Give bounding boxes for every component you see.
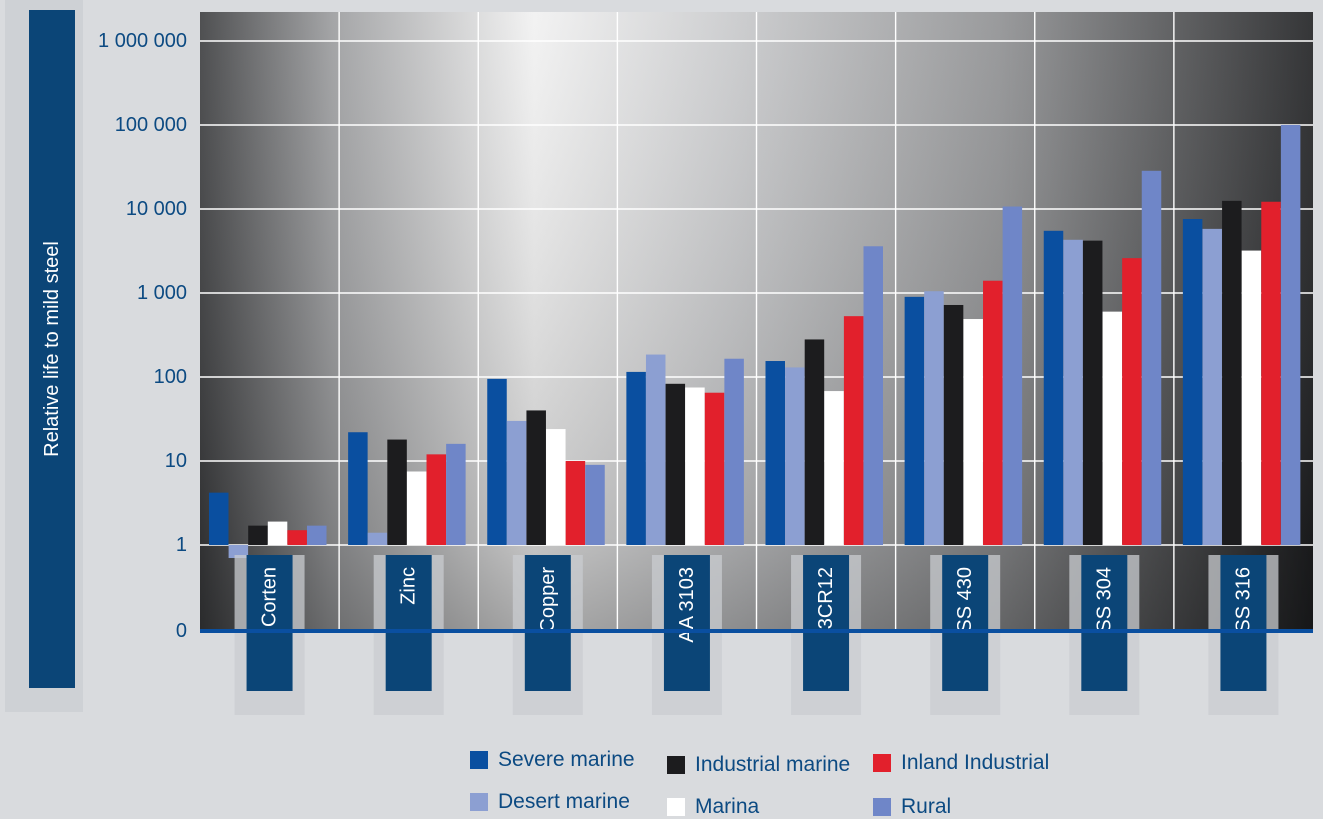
x-category-label: 3CR12	[815, 567, 837, 629]
y-tick-label: 1 000	[137, 282, 187, 304]
bar	[704, 392, 725, 545]
bar	[1102, 311, 1123, 545]
bar	[863, 246, 883, 546]
bar	[248, 525, 268, 545]
bar	[487, 378, 507, 545]
y-tick-label: 1	[176, 534, 187, 556]
bar	[724, 358, 744, 545]
legend-label: Industrial marine	[695, 753, 851, 776]
legend-item-rural: Rural	[873, 795, 951, 819]
bar	[665, 383, 686, 545]
legend-label: Rural	[901, 795, 952, 818]
legend-item-marina: Marina	[667, 795, 759, 819]
bar	[685, 387, 705, 545]
bar	[804, 339, 825, 545]
x-category-label: SS 316	[1232, 567, 1254, 633]
legend-swatch	[470, 751, 488, 769]
x-label-box	[385, 555, 432, 691]
ylabel-box	[29, 10, 75, 688]
y-tick-labels: 0 1 10 100 1 000 10 000 100 000 1 000 000	[98, 30, 187, 642]
bar	[267, 521, 288, 545]
x-category-label: Copper	[537, 567, 559, 633]
bar	[843, 316, 864, 545]
bar	[426, 454, 447, 545]
bar	[446, 443, 466, 545]
y-tick-label: 1 000 000	[98, 30, 187, 52]
legend-swatch	[873, 798, 891, 816]
bar	[963, 319, 983, 545]
x-category-label: Zinc	[398, 567, 420, 605]
x-category-labels: Corten Zinc Copper AA 3103 3CR12 SS 430 SS 304…	[234, 555, 1279, 715]
x-label-box	[246, 555, 293, 691]
y-tick-label: 10 000	[126, 198, 187, 220]
bar	[1122, 258, 1142, 545]
x-label-box	[524, 555, 571, 691]
x-label-box	[942, 555, 989, 691]
chart: Relative life to mild steel 0 1 10 100 1 000…	[5, 0, 1313, 715]
bar	[565, 461, 586, 545]
bar	[1043, 230, 1064, 545]
bar	[1222, 200, 1242, 545]
y-tick-label: 10	[165, 450, 187, 472]
x-category-label: SS 430	[954, 567, 976, 633]
bar	[824, 391, 844, 545]
legend-item-inland-industrial: Inland Industrial	[873, 751, 1049, 775]
bar	[1182, 219, 1203, 545]
legend-swatch	[667, 798, 685, 816]
bar	[626, 371, 646, 545]
legend: Severe marine Desert marine Industrial m…	[470, 745, 1070, 818]
bar	[209, 492, 229, 545]
legend-swatch	[667, 756, 685, 774]
bar	[387, 439, 407, 545]
legend-item-severe-marine: Severe marine	[470, 748, 635, 772]
bars	[209, 125, 1301, 559]
legend-label: Severe marine	[498, 748, 635, 771]
bar	[1002, 206, 1023, 545]
y-tick-label: 100 000	[115, 114, 187, 136]
x-label-box	[803, 555, 850, 691]
bar	[546, 429, 566, 545]
legend-swatch	[873, 754, 891, 772]
bar	[1141, 170, 1162, 545]
legend-label: Inland Industrial	[901, 751, 1050, 774]
y-tick-label: 100	[154, 366, 187, 388]
bar	[367, 532, 388, 545]
bar	[645, 354, 666, 545]
bar	[287, 530, 307, 545]
bar	[506, 420, 527, 545]
bar	[1261, 201, 1281, 545]
legend-swatch	[470, 793, 488, 811]
x-category-label: Corten	[259, 567, 281, 627]
bar	[924, 291, 944, 545]
legend-item-desert-marine: Desert marine	[470, 790, 630, 814]
bar	[785, 367, 805, 545]
x-label-box	[1081, 555, 1128, 691]
bar	[1241, 250, 1262, 546]
y-axis-label: Relative life to mild steel	[41, 241, 63, 457]
bar	[228, 545, 249, 559]
bar	[765, 361, 785, 545]
y-tick-label: 0	[176, 620, 187, 642]
bar	[348, 432, 368, 545]
x-label-box	[663, 555, 710, 691]
legend-label: Marina	[695, 795, 760, 818]
bar	[307, 525, 327, 545]
bar	[943, 304, 964, 545]
bar	[585, 464, 605, 545]
x-category-label: SS 304	[1093, 567, 1115, 633]
legend-item-industrial-marine: Industrial marine	[667, 753, 850, 777]
bar	[1202, 228, 1222, 545]
bar	[1082, 240, 1103, 545]
legend-label: Desert marine	[498, 790, 630, 813]
x-label-box	[1220, 555, 1267, 691]
bar	[406, 471, 427, 545]
x-axis-line	[200, 629, 1313, 633]
bar	[526, 410, 546, 545]
bar	[1063, 239, 1083, 546]
bar	[904, 296, 925, 545]
bar	[1280, 125, 1301, 545]
bar	[983, 280, 1003, 545]
x-category-label: AA 3103	[676, 567, 698, 643]
